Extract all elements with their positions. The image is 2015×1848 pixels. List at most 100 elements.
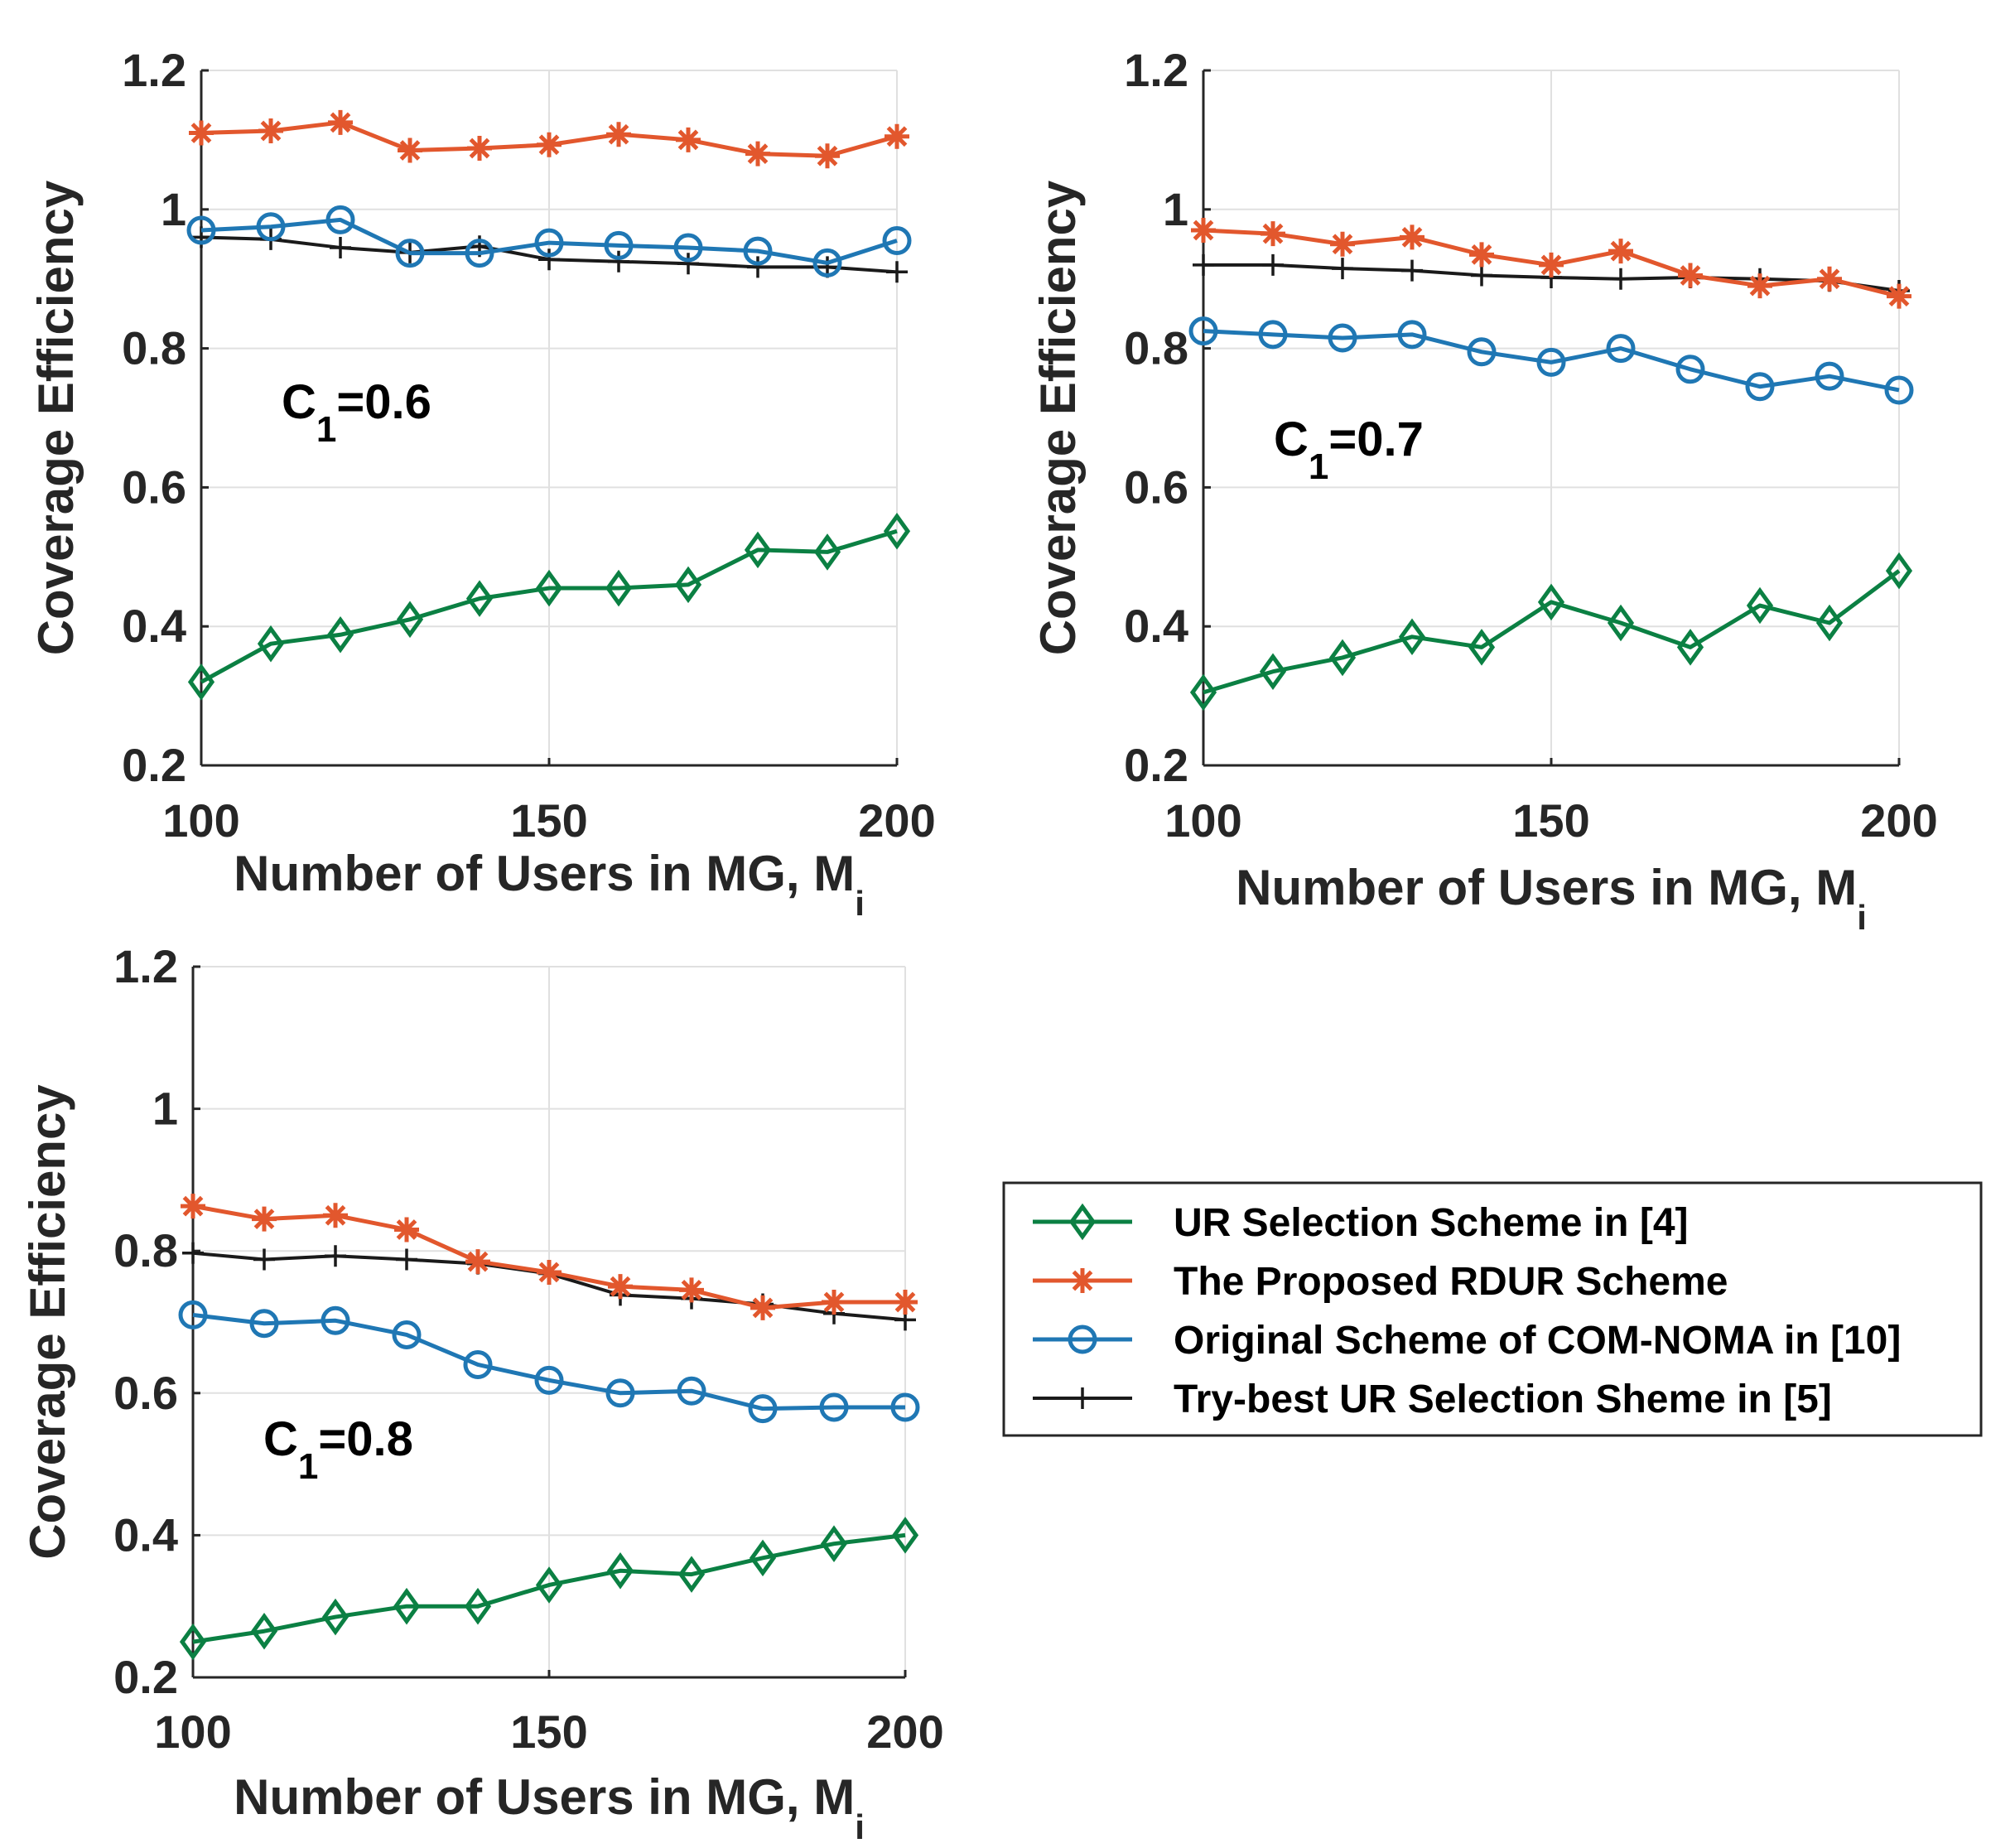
y-tick-label: 0.2: [122, 739, 186, 791]
series-line-ur: [1203, 569, 1901, 695]
series-line-orig: [1203, 329, 1900, 393]
series-ur: [187, 512, 911, 701]
y-tick-label: 0.4: [122, 600, 186, 652]
data-point-ur: [1815, 604, 1844, 642]
x-axis-label-subscript: i: [855, 1807, 865, 1846]
data-point-ur: [1328, 639, 1357, 677]
data-point-rdur: [537, 132, 562, 157]
annotation-subscript: 1: [1309, 446, 1328, 487]
data-point-rdur: [467, 135, 492, 161]
panel-c1-0-6: 0.2 0.4 0.6 0.8 1 1.2 100 150 200 Coverage Effici…: [28, 44, 936, 923]
series-line-orig: [192, 1312, 905, 1411]
annotation-main: C: [1274, 413, 1309, 466]
data-point-ur: [606, 1552, 634, 1590]
annotation-rest: =0.8: [318, 1412, 413, 1466]
data-point-orig: [1606, 334, 1636, 364]
data-point-ur: [179, 1623, 207, 1661]
data-point-ur: [396, 601, 424, 639]
data-point-try: [1471, 264, 1492, 287]
y-tick-label: 0.2: [113, 1651, 178, 1703]
data-point-orig: [1188, 316, 1218, 346]
data-point-orig: [178, 1300, 208, 1329]
y-tick-label: 0.2: [1124, 739, 1188, 791]
data-point-rdur: [323, 1203, 348, 1228]
data-point-rdur: [885, 123, 909, 149]
y-tick-label: 0.6: [113, 1367, 178, 1419]
data-point-try: [253, 1248, 275, 1271]
y-axis-label: Coverage Efficiency: [1030, 180, 1086, 655]
data-point-ur: [535, 569, 563, 607]
data-point-ur: [677, 1556, 706, 1593]
data-point-orig: [1467, 337, 1497, 367]
data-point-try: [182, 1242, 204, 1264]
data-point-try: [747, 256, 769, 278]
series-rdur: [1191, 217, 1911, 309]
series-orig: [1188, 316, 1914, 405]
data-point-rdur: [537, 1259, 562, 1285]
x-tick-label: 150: [510, 794, 587, 847]
data-point-ur: [1189, 673, 1217, 712]
data-point-rdur: [1191, 217, 1216, 243]
legend: UR Selection Scheme in [4] The Proposed R…: [1002, 1181, 1983, 1437]
data-point-ur: [326, 615, 354, 654]
data-point-orig: [1884, 375, 1914, 405]
series-rdur: [181, 1194, 918, 1320]
data-point-ur: [820, 1525, 848, 1562]
data-point-try: [538, 248, 560, 271]
data-point-orig: [392, 1320, 422, 1349]
data-point-rdur: [258, 118, 283, 143]
y-tick-label: 0.6: [1124, 461, 1188, 513]
x-tick-label: 100: [154, 1706, 231, 1758]
data-point-try: [396, 1248, 417, 1271]
legend-marker: [1068, 1324, 1097, 1354]
data-point-rdur: [608, 1274, 633, 1300]
data-point-try: [330, 236, 351, 258]
legend-marker: [1070, 1268, 1095, 1293]
data-point-orig: [605, 1378, 635, 1408]
data-point-try: [677, 253, 699, 275]
data-point-orig: [1675, 355, 1705, 384]
data-point-try: [608, 250, 629, 273]
data-point-ur: [393, 1587, 421, 1625]
data-point-rdur: [679, 1277, 704, 1303]
x-tick-label: 150: [510, 1706, 587, 1758]
data-point-try: [1262, 253, 1284, 276]
data-point-ur: [1676, 629, 1704, 666]
y-tick-label: 0.4: [1124, 600, 1188, 652]
y-tick-label: 0.8: [1124, 322, 1188, 374]
data-point-try: [1332, 258, 1353, 280]
data-point-orig: [1536, 347, 1566, 377]
x-tick-label: 100: [162, 794, 239, 847]
data-point-ur: [1607, 604, 1635, 642]
data-point-orig: [395, 239, 425, 268]
series-ur: [179, 1517, 919, 1661]
data-point-orig: [256, 212, 286, 242]
x-tick-label: 200: [858, 794, 935, 847]
data-point-rdur: [1747, 273, 1772, 299]
data-point-ur: [250, 1612, 278, 1650]
data-point-try: [1610, 268, 1632, 290]
data-point-try: [1193, 253, 1214, 276]
legend-label: UR Selection Scheme in [4]: [1174, 1201, 1689, 1245]
data-point-rdur: [1330, 231, 1355, 257]
data-point-rdur: [822, 1289, 846, 1315]
data-point-ur: [1468, 629, 1496, 666]
legend-item-try: Try-best UR Selection Sheme in [5]: [1033, 1378, 1832, 1421]
data-point-rdur: [893, 1289, 918, 1315]
data-point-rdur: [750, 1295, 775, 1320]
x-axis-label-main: Number of Users in MG, M: [1236, 860, 1857, 915]
data-point-ur: [187, 663, 215, 701]
panel-c1-0-7: 0.2 0.4 0.6 0.8 1 1.2 100 150 200 Coverage Effici…: [1030, 44, 1938, 937]
data-point-orig: [249, 1309, 279, 1339]
legend-item-ur: UR Selection Scheme in [4]: [1033, 1201, 1689, 1245]
data-point-rdur: [1817, 266, 1842, 292]
series-line-orig: [200, 217, 898, 265]
data-point-ur: [321, 1598, 349, 1636]
data-point-rdur: [815, 143, 840, 169]
data-point-rdur: [1608, 239, 1633, 264]
x-axis-label: Number of Users in MG, Mi: [234, 1769, 865, 1846]
x-axis-label: Number of Users in MG, Mi: [1236, 860, 1867, 937]
y-tick-label: 1.2: [113, 940, 178, 992]
data-point-ur: [1398, 618, 1426, 656]
data-point-orig: [748, 1394, 778, 1424]
